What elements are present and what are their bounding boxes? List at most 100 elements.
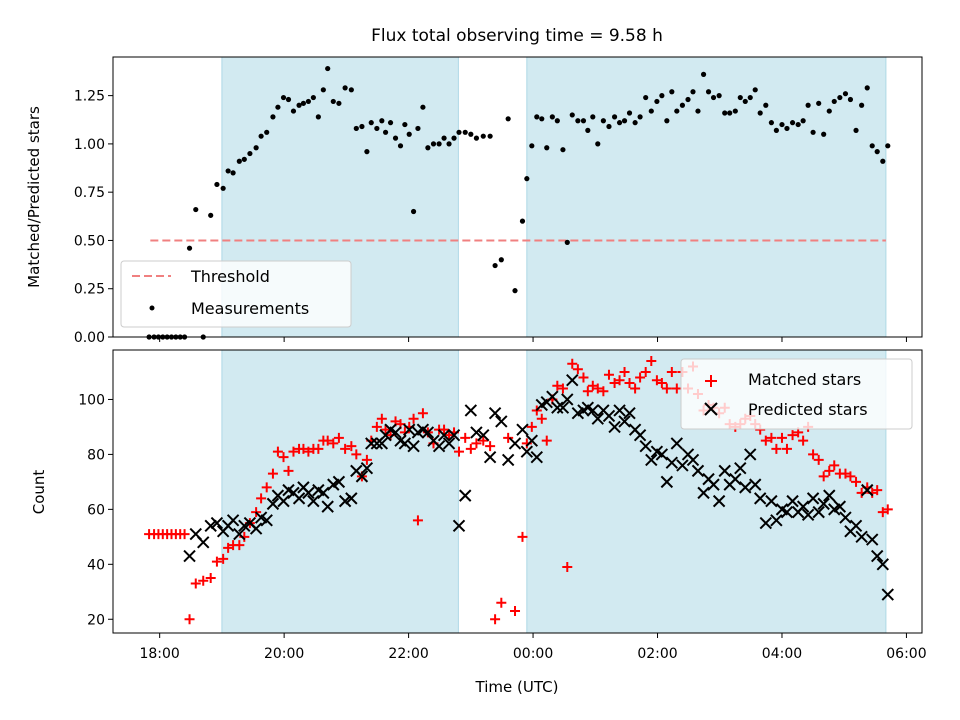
- predicted-point: [759, 516, 773, 530]
- measurement-point: [716, 93, 722, 99]
- predicted-point: [495, 415, 508, 428]
- predicted-point: [686, 453, 700, 467]
- matched-point: [882, 504, 893, 515]
- matched-point: [781, 443, 792, 454]
- matched-point: [872, 485, 883, 496]
- measurement-point: [564, 239, 570, 245]
- measurement-point: [626, 110, 633, 116]
- measurement-point: [420, 104, 426, 110]
- predicted-point: [796, 500, 810, 513]
- measurement-point: [462, 129, 468, 135]
- measurement-point: [300, 100, 307, 106]
- matched-point: [798, 435, 809, 446]
- predicted-point: [520, 445, 534, 458]
- bottom-legend: Matched stars Predicted stars: [680, 358, 913, 430]
- measurement-point: [842, 91, 849, 97]
- measurement-point: [544, 145, 550, 151]
- measurement-point: [436, 141, 442, 147]
- measurement-point: [837, 94, 843, 101]
- measurement-point: [859, 102, 865, 108]
- measurement-point: [397, 143, 404, 149]
- matched-point: [813, 454, 824, 465]
- measurement-point: [643, 94, 649, 101]
- top-axes-frame: [112, 56, 923, 338]
- matched-point: [526, 421, 537, 432]
- matched-point: [829, 460, 840, 471]
- predicted-point: [355, 470, 369, 483]
- predicted-point: [452, 519, 466, 533]
- predicted-point: [833, 500, 847, 513]
- predicted-point: [389, 426, 402, 439]
- measurement-point: [674, 108, 680, 114]
- matched-point: [635, 372, 646, 383]
- measurement-point: [595, 141, 601, 147]
- measurement-point: [290, 108, 297, 114]
- predicted-point: [437, 428, 451, 442]
- measurement-point: [296, 102, 302, 108]
- bottom-panel: 20 40 60 80 100 18:00 20:00 22:00 00:00 02:00 04:…: [30, 349, 927, 696]
- matched-point: [205, 573, 216, 584]
- predicted-point: [812, 505, 825, 519]
- bottom-legend-box: [680, 358, 913, 430]
- predicted-point: [608, 420, 621, 434]
- matched-legend-label: Matched stars: [748, 370, 861, 389]
- predicted-point: [876, 558, 890, 571]
- predicted-point: [210, 516, 224, 530]
- matched-point: [351, 449, 362, 460]
- matched-point: [671, 383, 682, 394]
- matched-point: [460, 432, 471, 443]
- measurement-point: [415, 125, 421, 132]
- predicted-point: [432, 439, 446, 453]
- measurement-point: [679, 102, 686, 108]
- measurement-point: [700, 71, 707, 77]
- matched-point: [510, 606, 521, 617]
- x-axis-label: Time (UTC): [475, 678, 559, 696]
- measurement-point: [869, 143, 875, 149]
- predicted-point: [655, 448, 669, 461]
- predicted-point: [551, 401, 564, 414]
- measurement-point: [348, 87, 354, 93]
- predicted-point: [403, 423, 416, 436]
- predicted-point: [691, 464, 705, 478]
- measurement-point: [690, 89, 696, 95]
- measurement-point: [768, 120, 775, 126]
- measurement-point: [480, 133, 486, 139]
- measurement-point: [732, 108, 738, 114]
- x-tick-label: 00:00: [513, 646, 553, 662]
- measurement-point: [805, 102, 811, 108]
- measurement-point: [330, 98, 336, 105]
- measurement-point: [498, 257, 504, 263]
- measurement-point: [800, 118, 806, 124]
- predicted-point: [360, 461, 374, 475]
- predicted-point: [197, 536, 210, 549]
- matched-point: [198, 575, 209, 586]
- predicted-point: [266, 497, 280, 511]
- predicted-point: [770, 514, 783, 527]
- predicted-point: [849, 519, 863, 533]
- predicted-point: [407, 439, 420, 453]
- matched-point: [439, 424, 450, 435]
- measurement-point: [406, 131, 412, 137]
- measurement-point: [230, 170, 236, 176]
- measurement-point: [560, 147, 566, 153]
- measurement-point: [456, 129, 462, 135]
- predicted-point: [566, 374, 579, 387]
- measurement-point: [529, 143, 535, 149]
- measurement-point: [374, 125, 380, 132]
- matched-point: [496, 597, 507, 608]
- measurement-point: [575, 118, 581, 124]
- predicted-point: [321, 500, 334, 513]
- top-y-tick-label: 1.25: [74, 89, 105, 105]
- measurement-point: [270, 114, 276, 120]
- measurement-point: [468, 131, 474, 137]
- top-legend: Threshold Measurements: [120, 260, 352, 328]
- measurement-point: [685, 96, 691, 103]
- matched-point: [261, 482, 272, 493]
- measurement-point: [585, 127, 591, 133]
- x-tick-label: 20:00: [264, 646, 304, 662]
- measurement-point: [505, 116, 511, 122]
- top-y-axis-label: Matched/Predicted stars: [25, 106, 43, 288]
- matched-point: [454, 446, 465, 457]
- matched-point: [656, 377, 667, 388]
- measurement-point: [632, 120, 638, 126]
